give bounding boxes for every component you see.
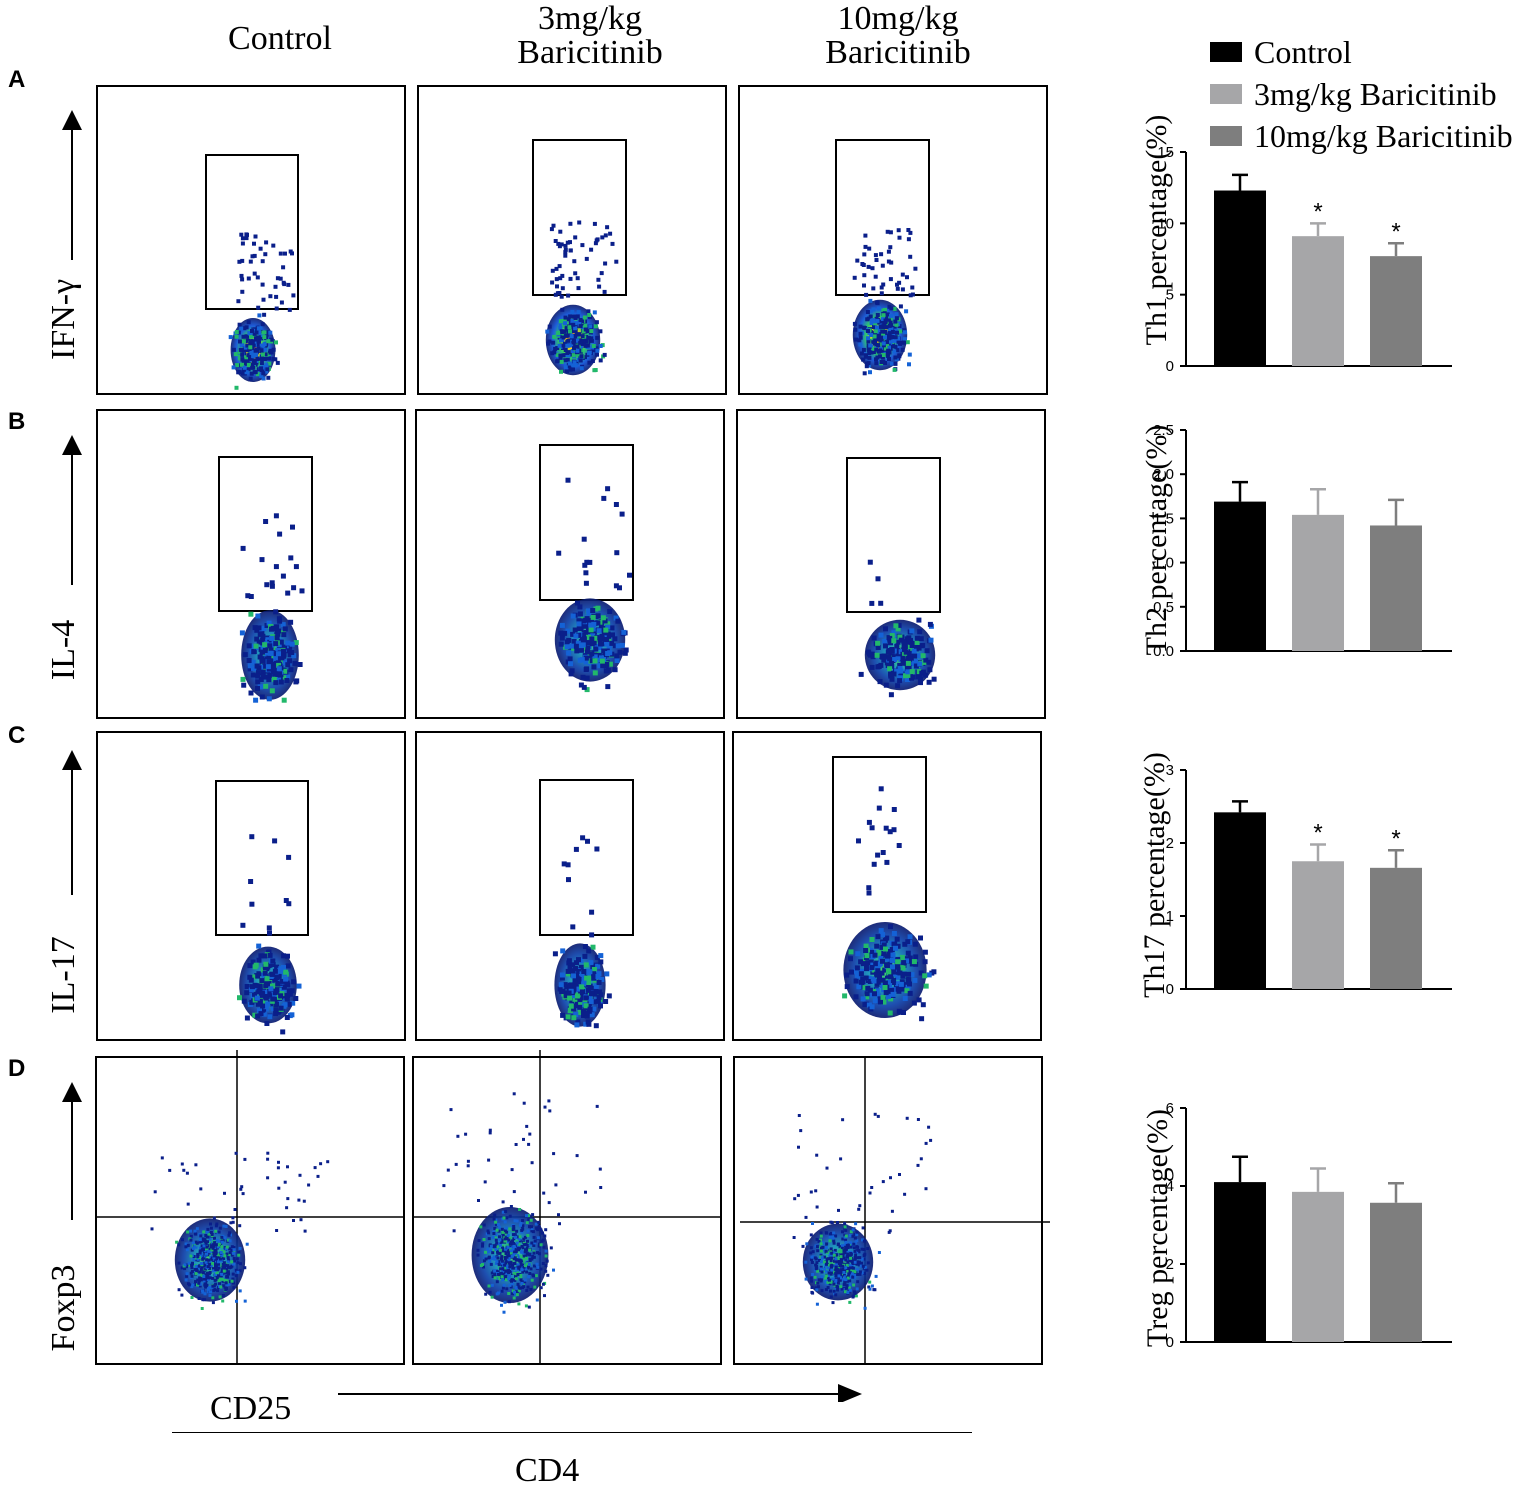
error-bar-1-2 bbox=[1388, 498, 1404, 526]
bar-ytick-label-1-1: 0.5 bbox=[1153, 599, 1174, 616]
gate-b-10mg bbox=[846, 457, 941, 613]
panel-letter-a: A bbox=[8, 66, 26, 93]
bar-ytick-label-3-2: 4 bbox=[1166, 1178, 1174, 1195]
bar-ytick-label-1-4: 2.0 bbox=[1153, 466, 1174, 483]
error-bar-1-0 bbox=[1232, 480, 1248, 502]
flow-plot-d-control bbox=[95, 1056, 405, 1365]
bar-ytick-label-1-2: 1.0 bbox=[1153, 555, 1174, 572]
bar-ytick-label-0-3: 15 bbox=[1157, 144, 1174, 161]
x-label-cd4: CD4 bbox=[515, 1452, 580, 1489]
bar-0-2 bbox=[1370, 256, 1422, 366]
flow-plot-c-control bbox=[96, 731, 406, 1041]
bar-2-2 bbox=[1370, 867, 1422, 989]
panel-letter-c: C bbox=[8, 722, 26, 749]
bar-ytick-label-0-1: 5 bbox=[1166, 287, 1174, 304]
gate-c-control bbox=[215, 780, 309, 936]
bar-ytick-label-2-2: 2 bbox=[1166, 835, 1174, 852]
flow-plot-c-3mg bbox=[415, 731, 725, 1041]
legend-swatch-3mg bbox=[1210, 84, 1242, 104]
error-bar-3-2 bbox=[1388, 1182, 1404, 1203]
bar-ytick-label-0-0: 0 bbox=[1166, 358, 1174, 375]
error-bar-1-1 bbox=[1310, 487, 1326, 515]
legend-item-10mg: 10mg/kg Baricitinib bbox=[1210, 116, 1513, 156]
flow-plot-a-3mg bbox=[417, 85, 727, 395]
bar-ytick-label-1-0: 0.0 bbox=[1153, 643, 1174, 660]
gate-c-10mg bbox=[832, 756, 927, 913]
error-bar-3-0 bbox=[1232, 1155, 1248, 1183]
bar-1-2 bbox=[1370, 525, 1422, 651]
significance-0-1: * bbox=[1313, 198, 1322, 225]
bar-ytick-label-0-2: 10 bbox=[1157, 215, 1174, 232]
bar-ytick-label-2-3: 3 bbox=[1166, 762, 1174, 779]
error-bar-0-2 bbox=[1388, 242, 1404, 257]
flow-plot-b-control bbox=[96, 409, 406, 719]
column-title-10mg: 10mg/kg Baricitinib bbox=[825, 0, 971, 71]
bar-3-2 bbox=[1370, 1202, 1422, 1342]
legend-swatch-control bbox=[1210, 42, 1242, 62]
flow-plot-d-3mg bbox=[412, 1056, 722, 1365]
bar-ytick-label-2-1: 1 bbox=[1166, 908, 1174, 925]
bar-0-0 bbox=[1214, 190, 1266, 366]
bar-0-1 bbox=[1292, 236, 1344, 366]
error-bar-2-0 bbox=[1232, 800, 1248, 813]
bar-2-0 bbox=[1214, 812, 1266, 989]
bar-ytick-label-3-1: 2 bbox=[1166, 1256, 1174, 1273]
gate-c-3mg bbox=[539, 779, 634, 936]
row-axis-arrows bbox=[62, 110, 82, 1220]
bar-1-0 bbox=[1214, 501, 1266, 651]
legend-swatch-10mg bbox=[1210, 126, 1242, 146]
legend-item-control: Control bbox=[1210, 32, 1513, 72]
bar-ytick-label-1-3: 1.5 bbox=[1153, 510, 1174, 527]
error-bar-0-1 bbox=[1310, 222, 1326, 237]
bar-ytick-label-1-5: 2.5 bbox=[1153, 422, 1174, 439]
error-bar-3-1 bbox=[1310, 1167, 1326, 1192]
gate-a-10mg bbox=[835, 139, 930, 296]
significance-2-2: * bbox=[1391, 825, 1400, 852]
legend-label-control: Control bbox=[1254, 33, 1352, 70]
bar-charts: 0 5 10 15 * * 0.0 0.5 1.0 1.5 2.0 2.5 0 1 2 3 * * 0 2 4 6 bbox=[1153, 144, 1452, 1351]
legend-label-10mg: 10mg/kg Baricitinib bbox=[1254, 117, 1513, 154]
gate-b-control bbox=[218, 456, 313, 612]
error-bar-2-1 bbox=[1310, 843, 1326, 862]
x-label-cd25: CD25 bbox=[210, 1390, 292, 1427]
bar-ytick-label-2-0: 0 bbox=[1166, 981, 1174, 998]
error-bar-2-2 bbox=[1388, 849, 1404, 868]
error-bar-0-0 bbox=[1232, 173, 1248, 191]
significance-2-1: * bbox=[1313, 819, 1322, 846]
x-label-divider bbox=[172, 1432, 972, 1433]
legend: Control 3mg/kg Baricitinib 10mg/kg Baric… bbox=[1210, 32, 1513, 156]
gate-a-control bbox=[205, 154, 299, 310]
bar-ytick-label-3-3: 6 bbox=[1166, 1100, 1174, 1117]
flow-plot-a-10mg bbox=[738, 85, 1048, 395]
bar-3-0 bbox=[1214, 1182, 1266, 1342]
column-title-control: Control bbox=[228, 20, 332, 57]
column-title-3mg: 3mg/kg Baricitinib bbox=[517, 0, 663, 71]
gate-b-3mg bbox=[539, 444, 634, 601]
legend-item-3mg: 3mg/kg Baricitinib bbox=[1210, 74, 1513, 114]
significance-0-2: * bbox=[1391, 218, 1400, 245]
flow-plot-b-3mg bbox=[415, 409, 725, 719]
flow-plot-c-10mg bbox=[732, 731, 1042, 1041]
flow-plot-d-10mg bbox=[733, 1056, 1043, 1365]
flow-cytometry-grid bbox=[95, 85, 1050, 1365]
legend-label-3mg: 3mg/kg Baricitinib bbox=[1254, 75, 1497, 112]
flow-plot-b-10mg bbox=[736, 409, 1046, 719]
bar-2-1 bbox=[1292, 861, 1344, 989]
panel-letter-b: B bbox=[8, 408, 26, 435]
gate-a-3mg bbox=[532, 139, 627, 296]
bar-1-1 bbox=[1292, 514, 1344, 651]
x-axis-arrow bbox=[338, 1384, 862, 1402]
bar-ytick-label-3-0: 0 bbox=[1166, 1334, 1174, 1351]
panel-letter-d: D bbox=[8, 1055, 26, 1082]
flow-plot-a-control bbox=[96, 85, 406, 395]
bar-3-1 bbox=[1292, 1191, 1344, 1342]
